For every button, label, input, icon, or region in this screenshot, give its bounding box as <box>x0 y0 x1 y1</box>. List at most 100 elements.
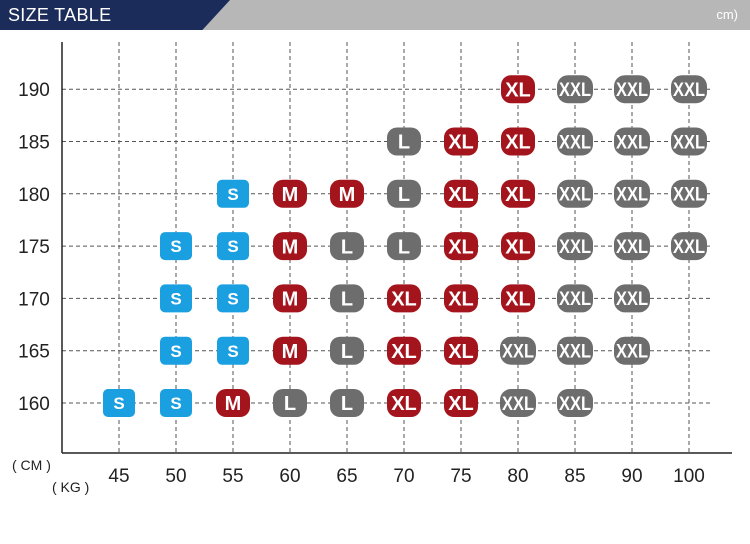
size-badge-xxl: XXL <box>614 232 650 261</box>
x-tick-label: 80 <box>507 466 528 487</box>
badge-label: XXL <box>559 342 591 363</box>
size-badge-xl: XL <box>444 179 478 208</box>
size-badge-xl: XL <box>501 232 535 261</box>
size-badge-s: S <box>217 179 249 208</box>
badge-label: M <box>282 184 299 206</box>
size-badge-xl: XL <box>444 232 478 261</box>
badge-label: L <box>398 236 410 258</box>
badge-bg <box>387 336 421 365</box>
size-badge-xxl: XXL <box>614 284 650 313</box>
size-badge-xxl: XXL <box>557 232 593 261</box>
badge-bg <box>444 179 478 208</box>
size-badge-s: S <box>103 389 135 417</box>
badge-bg <box>557 336 593 365</box>
badge-label: XXL <box>673 185 705 206</box>
header-banner: SIZE TABLE cm) <box>0 0 750 30</box>
badge-label: XXL <box>673 237 705 258</box>
badge-label: XXL <box>559 80 591 101</box>
size-badge-s: S <box>160 284 192 313</box>
badge-label: XL <box>448 132 474 154</box>
badge-label: XXL <box>559 237 591 258</box>
badge-label: XL <box>505 132 531 154</box>
size-badge-m: M <box>273 179 307 208</box>
y-tick-label: 180 <box>18 185 50 206</box>
size-badge-l: L <box>330 284 364 313</box>
size-badge-xxl: XXL <box>557 336 593 365</box>
badge-label: S <box>170 290 181 309</box>
y-tick-label: 170 <box>18 289 50 310</box>
size-badge-s: S <box>160 232 192 261</box>
badge-bg <box>216 389 250 417</box>
badge-label: M <box>282 236 299 258</box>
size-badge-xxl: XXL <box>671 75 707 104</box>
size-badge-xl: XL <box>501 284 535 313</box>
badge-label: XL <box>391 393 417 415</box>
badge-label: XL <box>448 341 474 363</box>
badge-label: S <box>227 290 238 309</box>
size-badge-xl: XL <box>387 389 421 417</box>
badge-label: XL <box>505 289 531 311</box>
size-badge-xxl: XXL <box>557 389 593 417</box>
badge-bg <box>217 284 249 313</box>
size-badge-xxl: XXL <box>614 179 650 208</box>
badge-label: S <box>113 394 124 413</box>
badge-bg <box>160 336 192 365</box>
y-tick-label: 175 <box>18 237 50 258</box>
badge-bg <box>557 75 593 104</box>
badge-bg <box>273 232 307 261</box>
badge-bg <box>387 389 421 417</box>
badge-label: L <box>341 341 353 363</box>
badge-bg <box>614 232 650 261</box>
x-tick-label: 90 <box>621 466 642 487</box>
size-badge-l: L <box>330 336 364 365</box>
badge-label: XXL <box>616 342 648 363</box>
badge-bg <box>444 284 478 313</box>
size-badge-xxl: XXL <box>671 127 707 156</box>
badge-bg <box>330 232 364 261</box>
size-badge-l: L <box>387 127 421 156</box>
size-badge-l: L <box>330 232 364 261</box>
badge-label: XXL <box>616 80 648 101</box>
size-badge-s: S <box>217 284 249 313</box>
badge-label: XXL <box>616 237 648 258</box>
badge-bg <box>501 232 535 261</box>
badge-label: XL <box>448 236 474 258</box>
badge-label: XXL <box>616 185 648 206</box>
badge-label: L <box>398 184 410 206</box>
x-tick-label: 100 <box>673 466 705 487</box>
badge-bg <box>671 127 707 156</box>
badge-bg <box>444 232 478 261</box>
size-badge-xxl: XXL <box>557 179 593 208</box>
badge-label: L <box>341 236 353 258</box>
badge-bg <box>671 232 707 261</box>
badge-label: XL <box>505 79 531 101</box>
chart-title: SIZE TABLE <box>8 5 112 25</box>
size-badge-xxl: XXL <box>557 75 593 104</box>
x-tick-label: 60 <box>279 466 300 487</box>
badge-bg <box>273 336 307 365</box>
badge-bg <box>217 336 249 365</box>
badge-bg <box>217 179 249 208</box>
badge-label: S <box>227 185 238 204</box>
badge-bg <box>330 336 364 365</box>
badge-label: L <box>398 132 410 154</box>
size-badge-s: S <box>217 336 249 365</box>
badge-bg <box>387 284 421 313</box>
badge-bg <box>557 232 593 261</box>
badge-label: XL <box>391 341 417 363</box>
badge-label: S <box>227 342 238 361</box>
size-badge-xxl: XXL <box>500 389 536 417</box>
badge-bg <box>500 336 536 365</box>
badge-bg <box>614 284 650 313</box>
size-badge-l: L <box>273 389 307 417</box>
badge-bg <box>501 284 535 313</box>
badge-bg <box>557 179 593 208</box>
size-badge-xl: XL <box>444 284 478 313</box>
badge-bg <box>614 127 650 156</box>
badge-bg <box>501 75 535 104</box>
badge-label: L <box>341 393 353 415</box>
size-badge-l: L <box>387 179 421 208</box>
badge-label: XXL <box>502 342 534 363</box>
badge-label: S <box>227 237 238 256</box>
